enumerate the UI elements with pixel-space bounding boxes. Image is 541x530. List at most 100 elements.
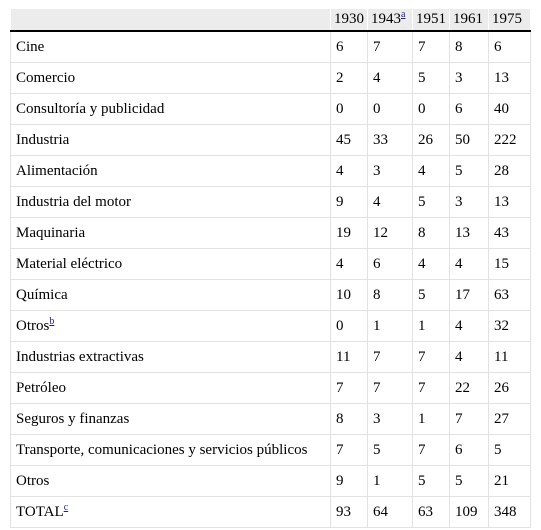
value-cell: 63 [412, 496, 450, 528]
value-cell: 109 [449, 496, 489, 528]
value-cell: 0 [367, 93, 413, 125]
table-row: Cine 6 7 7 8 6 [10, 31, 531, 63]
value-cell: 3 [449, 186, 489, 218]
row-label-cell: Industria [10, 124, 331, 156]
value-cell: 222 [488, 124, 531, 156]
value-cell: 45 [330, 124, 368, 156]
header-cell-label [10, 9, 331, 32]
footnote-link[interactable]: a [401, 9, 406, 20]
value-cell: 11 [488, 341, 531, 373]
value-cell: 4 [367, 62, 413, 94]
row-label: Cine [16, 38, 45, 55]
row-label: TOTAL [16, 503, 64, 520]
row-label-cell: Industrias extractivas [10, 341, 331, 373]
row-label: Industria del motor [16, 193, 131, 210]
value-cell: 21 [488, 465, 531, 497]
value-cell: 4 [367, 186, 413, 218]
table-body: Cine 6 7 7 8 6 Comercio 2 4 5 3 13 Consultoría y pub… [10, 31, 531, 528]
value-cell: 4 [449, 341, 489, 373]
value-cell: 63 [488, 279, 531, 311]
value-cell: 5 [412, 279, 450, 311]
table-row: Otros 9 1 5 5 21 [10, 465, 531, 497]
row-label: Otros [16, 472, 50, 489]
value-cell: 7 [412, 31, 450, 63]
value-cell: 6 [488, 31, 531, 63]
value-cell: 27 [488, 403, 531, 435]
value-cell: 26 [488, 372, 531, 404]
header-cell-year: 1975 [488, 9, 531, 32]
value-cell: 3 [367, 403, 413, 435]
footnote-link[interactable]: b [49, 315, 55, 327]
table-row: Alimentación 4 3 4 5 28 [10, 155, 531, 187]
row-label: Seguros y finanzas [16, 410, 130, 427]
row-label-cell: Cine [10, 31, 331, 63]
value-cell: 0 [330, 93, 368, 125]
value-cell: 1 [367, 310, 413, 342]
footnote-link[interactable]: c [63, 501, 69, 513]
value-cell: 13 [488, 186, 531, 218]
value-cell: 7 [412, 372, 450, 404]
row-label-cell: Otrosb [10, 310, 331, 342]
value-cell: 5 [449, 465, 489, 497]
header-cell-year: 1961 [449, 9, 489, 32]
table-row: Seguros y finanzas 8 3 1 7 27 [10, 403, 531, 435]
table-row: Petróleo 7 7 7 22 26 [10, 372, 531, 404]
value-cell: 50 [449, 124, 489, 156]
value-cell: 26 [412, 124, 450, 156]
value-cell: 6 [367, 248, 413, 280]
value-cell: 13 [449, 217, 489, 249]
value-cell: 9 [330, 465, 368, 497]
value-cell: 7 [449, 403, 489, 435]
value-cell: 7 [367, 31, 413, 63]
value-cell: 17 [449, 279, 489, 311]
value-cell: 4 [449, 310, 489, 342]
table-row: Material eléctrico 4 6 4 4 15 [10, 248, 531, 280]
header-cell-year: 1943a [367, 9, 413, 32]
header-text: 1930 [334, 11, 364, 27]
table-row: Industrias extractivas 11 7 7 4 11 [10, 341, 531, 373]
header-text: 1943 [371, 11, 401, 27]
value-cell: 4 [412, 248, 450, 280]
value-cell: 4 [412, 155, 450, 187]
row-label: Alimentación [16, 162, 98, 179]
header-text: 1975 [492, 11, 522, 27]
row-label: Petróleo [16, 379, 66, 396]
header-text: 1961 [453, 11, 483, 27]
value-cell: 64 [367, 496, 413, 528]
value-cell: 3 [449, 62, 489, 94]
value-cell: 2 [330, 62, 368, 94]
table-row: Química 10 8 5 17 63 [10, 279, 531, 311]
value-cell: 11 [330, 341, 368, 373]
row-label: Material eléctrico [16, 255, 123, 272]
value-cell: 0 [330, 310, 368, 342]
row-label: Comercio [16, 69, 76, 86]
row-label: Química [16, 286, 68, 303]
value-cell: 1 [412, 403, 450, 435]
value-cell: 8 [330, 403, 368, 435]
value-cell: 8 [367, 279, 413, 311]
value-cell: 7 [412, 434, 450, 466]
value-cell: 4 [449, 248, 489, 280]
table-row: Transporte, comunicaciones y servicios p… [10, 434, 531, 466]
row-label-cell: Petróleo [10, 372, 331, 404]
row-label: Consultoría y publicidad [16, 100, 165, 117]
value-cell: 9 [330, 186, 368, 218]
value-cell: 40 [488, 93, 531, 125]
value-cell: 7 [330, 434, 368, 466]
value-cell: 6 [330, 31, 368, 63]
table-header: 1930 1943a 1951 1961 1975 [10, 9, 531, 32]
value-cell: 32 [488, 310, 531, 342]
value-cell: 0 [412, 93, 450, 125]
table-row: Maquinaria 19 12 8 13 43 [10, 217, 531, 249]
row-label-cell: TOTALc [10, 496, 331, 528]
row-label-cell: Química [10, 279, 331, 311]
header-row: 1930 1943a 1951 1961 1975 [10, 9, 531, 32]
row-label: Maquinaria [16, 224, 86, 241]
value-cell: 4 [330, 248, 368, 280]
row-label: Otros [16, 317, 50, 334]
table-row: Otrosb 0 1 1 4 32 [10, 310, 531, 342]
table-row: Industria del motor 9 4 5 3 13 [10, 186, 531, 218]
row-label: Industrias extractivas [16, 348, 144, 365]
value-cell: 33 [367, 124, 413, 156]
value-cell: 43 [488, 217, 531, 249]
